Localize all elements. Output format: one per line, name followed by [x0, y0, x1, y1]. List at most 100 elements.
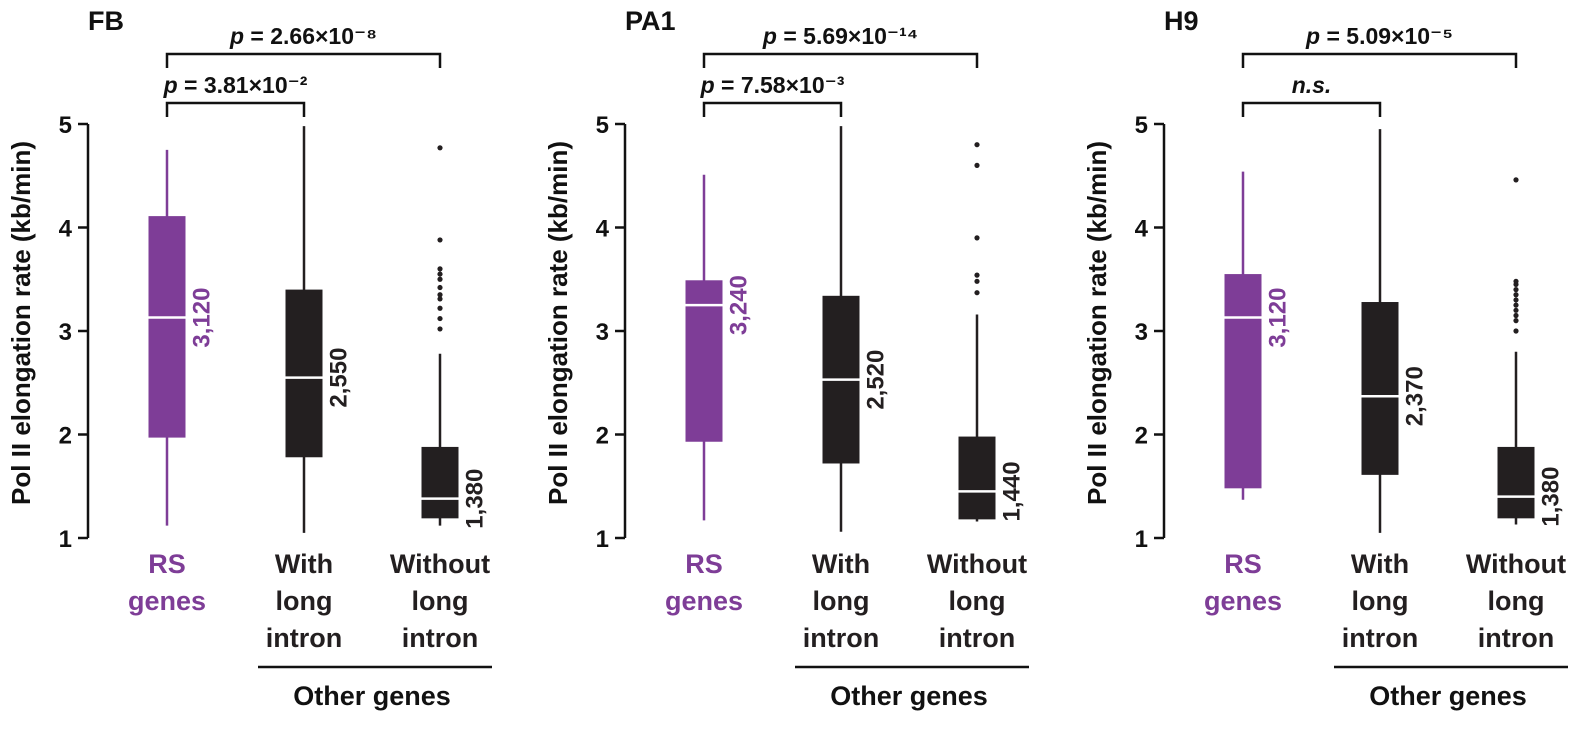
y-tick-label: 5 [1135, 112, 1148, 139]
bracket-line [702, 52, 979, 68]
category-label: RS genes [128, 549, 206, 616]
median-label: 3,120 [1265, 288, 1292, 348]
y-tick-label: 2 [596, 423, 609, 450]
category-label: With long intron [266, 549, 342, 653]
outlier-point [437, 145, 443, 151]
category-label-line: RS [1224, 549, 1262, 579]
comparison-bracket-0: p = 3.81×10⁻² [163, 72, 308, 117]
outlier-point [1513, 318, 1519, 324]
y-tick-label: 3 [596, 319, 609, 346]
p-symbol: p [229, 23, 244, 49]
category-label: Without long intron [1466, 549, 1566, 653]
bracket-line [165, 52, 442, 68]
box-iqr [1224, 274, 1262, 489]
outlier-point [1513, 302, 1519, 308]
p-value-text: = 2.66×10⁻⁸ [244, 23, 377, 49]
category-label-line: Without [1466, 549, 1566, 579]
median-label: 2,550 [326, 348, 353, 408]
category-label-line: long [813, 586, 870, 616]
median-label: 1,380 [1538, 467, 1565, 527]
panel-pa1: PA1 Pol II elongation rate (kb/min) 1 2 3 4 5 3… [543, 6, 1029, 711]
p-value-label: p = 5.09×10⁻⁵ [1305, 23, 1453, 49]
p-value-label: p = 3.81×10⁻² [163, 72, 308, 98]
outlier-point [437, 271, 443, 277]
box-1: 2,520 With long intron [803, 126, 890, 653]
outlier-point [437, 266, 443, 272]
y-tick-label: 4 [59, 216, 73, 243]
box-0: 3,240 RS genes [665, 174, 753, 616]
y-tick-label: 1 [1135, 526, 1148, 553]
box-2: 1,380 Without long intron [390, 145, 490, 653]
p-value-text: = 3.81×10⁻² [178, 72, 308, 98]
category-label-line: With [275, 549, 333, 579]
outlier-point [437, 284, 443, 291]
outlier-point [974, 235, 980, 241]
box-1: 2,370 With long intron [1342, 129, 1429, 653]
comparison-bracket-1: p = 5.69×10⁻¹⁴ [702, 23, 979, 68]
outlier-point [437, 305, 443, 311]
y-axis-label: Pol II elongation rate (kb/min) [6, 141, 36, 505]
p-value-label: p = 2.66×10⁻⁸ [229, 23, 377, 49]
box-iqr [285, 289, 323, 458]
outlier-point [1513, 297, 1519, 303]
y-tick-label: 4 [1135, 216, 1149, 243]
outlier-point [974, 162, 980, 168]
outlier-point [974, 278, 980, 284]
category-label-line: long [1488, 586, 1545, 616]
y-tick-label: 3 [59, 319, 72, 346]
outlier-point [437, 326, 443, 332]
y-axis-label: Pol II elongation rate (kb/min) [1082, 141, 1112, 505]
bracket-line [702, 101, 843, 117]
box-iqr [685, 280, 723, 442]
outlier-point [1513, 307, 1519, 313]
y-tick-label: 2 [59, 423, 72, 450]
category-label-line: intron [1342, 623, 1418, 653]
category-label-line: Without [927, 549, 1027, 579]
y-tick-label: 1 [59, 526, 72, 553]
p-value-text: = 7.58×10⁻³ [715, 72, 845, 98]
category-label: RS genes [665, 549, 743, 616]
outlier-point [1513, 177, 1519, 183]
category-label-line: Without [390, 549, 490, 579]
category-label: RS genes [1204, 549, 1282, 616]
outlier-point [1513, 278, 1519, 284]
box-1: 2,550 With long intron [266, 126, 353, 653]
category-label-line: long [412, 586, 469, 616]
bracket-line [1241, 52, 1518, 68]
p-symbol: p [762, 23, 777, 49]
panel-h9: H9 Pol II elongation rate (kb/min) 1 2 3 4 5 3,… [1082, 6, 1568, 711]
group-label: Other genes [830, 681, 988, 711]
outlier-point [974, 142, 980, 148]
box-2: 1,380 Without long intron [1466, 177, 1566, 653]
outlier-point [1513, 312, 1519, 319]
bracket-line [165, 101, 306, 117]
category-label-line: long [949, 586, 1006, 616]
p-value-text: = 5.09×10⁻⁵ [1320, 23, 1453, 49]
panel-title: H9 [1164, 6, 1199, 36]
outlier-point [1513, 292, 1519, 298]
median-label: 3,120 [189, 288, 216, 348]
category-label-line: long [1352, 586, 1409, 616]
comparison-bracket-0: p = 7.58×10⁻³ [700, 72, 845, 117]
category-label-line: long [276, 586, 333, 616]
box-2: 1,440 Without long intron [927, 142, 1027, 653]
outlier-point [437, 276, 443, 282]
category-label-line: With [1351, 549, 1409, 579]
median-label: 2,370 [1402, 366, 1429, 426]
category-label-line: intron [803, 623, 879, 653]
category-label-line: genes [665, 586, 743, 616]
bracket-line [1241, 101, 1382, 117]
outlier-point [1513, 287, 1519, 293]
box-iqr [421, 446, 459, 519]
box-iqr [958, 436, 996, 520]
median-label: 2,520 [863, 350, 890, 410]
outlier-point [1513, 328, 1519, 334]
p-value-label: p = 5.69×10⁻¹⁴ [762, 23, 918, 49]
median-label: 1,380 [462, 469, 489, 529]
y-tick-label: 5 [596, 112, 609, 139]
outlier-point [437, 315, 443, 322]
outlier-point [974, 290, 980, 296]
p-value-label: n.s. [1292, 72, 1332, 98]
